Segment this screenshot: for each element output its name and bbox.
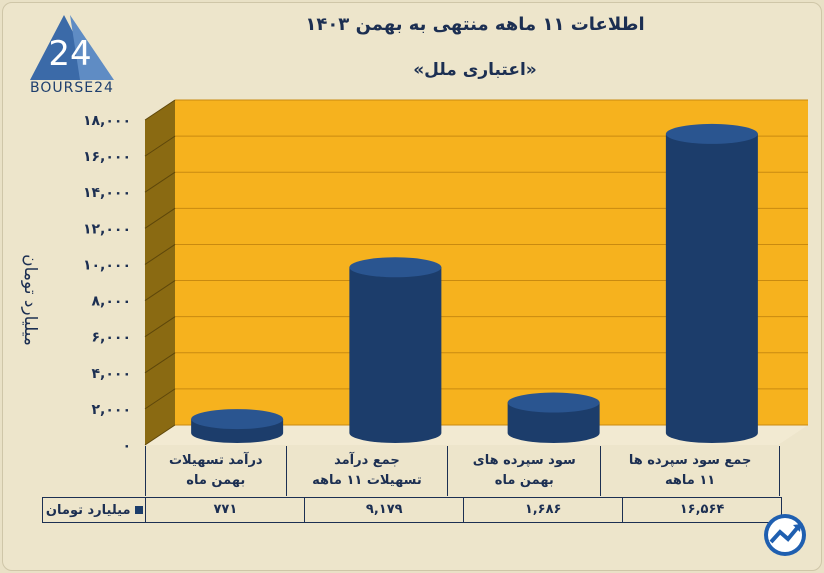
gridline [144,424,176,446]
category-label: درآمد تسهیلات بهمن ماه [145,446,287,496]
y-tick-label: ۱۲,۰۰۰ [83,221,131,237]
data-label: ۱,۶۸۶ [463,498,622,522]
bourse24-logo: 24 [30,15,114,80]
gridline [144,280,176,301]
y-tick-label: ۸,۰۰۰ [92,294,132,310]
data-label: ۱۶,۵۶۴ [622,498,781,522]
gridline [144,316,176,338]
y-tick-label: ۲,۰۰۰ [92,402,132,418]
data-label: ۹,۱۷۹ [304,498,463,522]
y-tick-label: ۰ [122,438,131,454]
gridline [144,244,176,265]
data-label: ۷۷۱ [145,498,304,522]
gridline [144,352,176,374]
bar [349,257,442,443]
gridline [144,135,176,157]
y-tick-label: ۴,۰۰۰ [92,366,132,382]
data-table-row: میلیارد تومان ۷۷۱ ۹,۱۷۹ ۱,۶۸۶ ۱۶,۵۶۴ [42,497,782,523]
bar-body [507,402,600,443]
bar-top [191,409,284,430]
category-label: جمع درآمد تسهیلات ۱۱ ماهه [285,446,449,496]
gridline [144,388,176,410]
plot-floor [145,425,808,445]
y-tick-label: ۶,۰۰۰ [92,330,132,346]
bar-top [349,257,442,278]
bar-top [665,123,758,144]
y-tick-label: ۱۴,۰۰۰ [83,185,131,201]
bar [507,392,600,443]
bar-body [665,133,758,443]
gridline [144,207,176,229]
chart-subtitle: «اعتباری ملل» [413,60,537,80]
category-table: درآمد تسهیلات بهمن ماه جمع درآمد تسهیلات ۱… [145,446,780,496]
category-label: سود سپرده های بهمن ماه [447,446,602,496]
bar-top [507,392,600,413]
y-tick-label: ۱۶,۰۰۰ [83,149,131,165]
y-tick-label: ۱۰,۰۰۰ [83,257,131,273]
chart-trend-icon [764,514,806,556]
plot-side-wall [145,100,175,445]
gridline [144,99,176,121]
series-legend: میلیارد تومان [43,498,145,522]
gridline [144,171,176,193]
logo-wordmark: BOURSE24 [30,80,114,96]
bar-body [349,267,442,443]
legend-key-icon [134,506,143,514]
bar [665,123,758,443]
bar [191,409,284,443]
category-label: جمع سود سپرده ها ۱۱ ماهه [600,446,780,496]
chart-title: اطلاعات ۱۱ ماهه منتهی به بهمن ۱۴۰۳ [305,14,645,35]
svg-text:24: 24 [48,34,91,74]
y-tick-label: ۱۸,۰۰۰ [83,113,131,129]
series-name: میلیارد تومان [45,502,131,518]
